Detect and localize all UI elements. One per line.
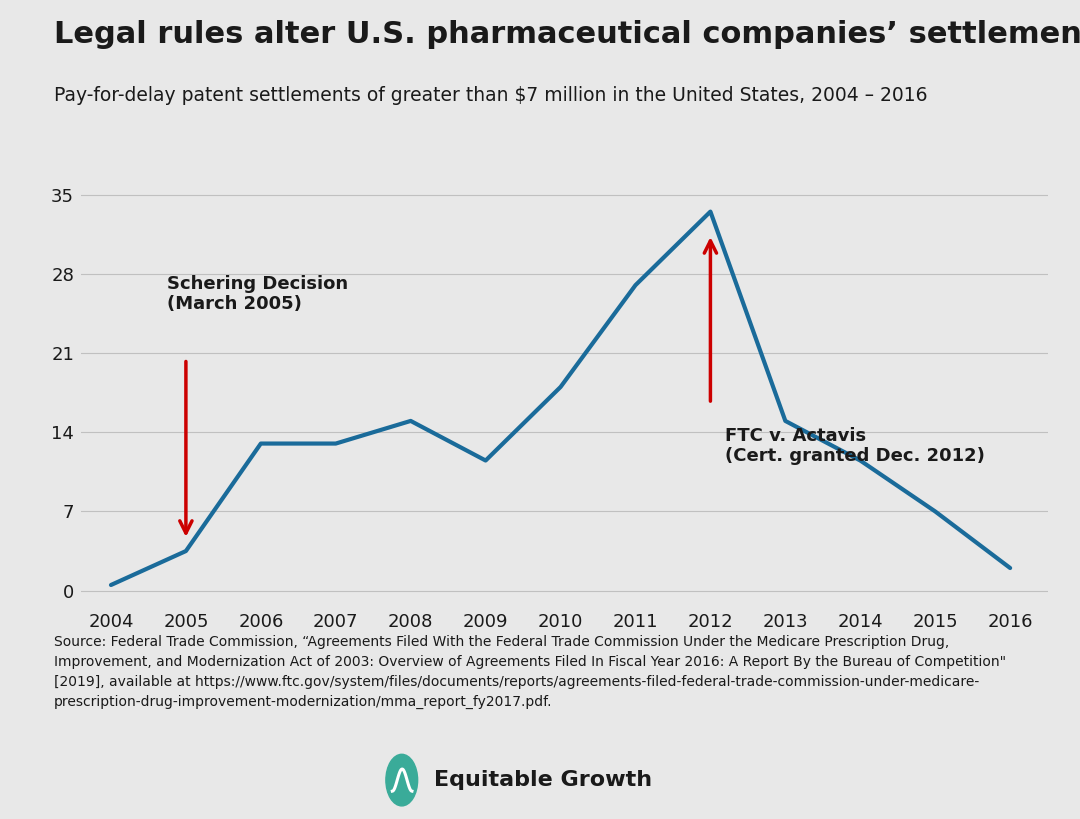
Circle shape <box>386 754 418 806</box>
Text: FTC v. Actavis
(Cert. granted Dec. 2012): FTC v. Actavis (Cert. granted Dec. 2012) <box>726 427 985 465</box>
Text: Legal rules alter U.S. pharmaceutical companies’ settlement behavior: Legal rules alter U.S. pharmaceutical co… <box>54 20 1080 49</box>
Text: Pay-for-delay patent settlements of greater than $7 million in the United States: Pay-for-delay patent settlements of grea… <box>54 86 928 105</box>
Text: Equitable Growth: Equitable Growth <box>434 770 652 790</box>
Text: Schering Decision
(March 2005): Schering Decision (March 2005) <box>167 274 348 314</box>
Text: Source: Federal Trade Commission, “Agreements Filed With the Federal Trade Commi: Source: Federal Trade Commission, “Agree… <box>54 635 1007 709</box>
